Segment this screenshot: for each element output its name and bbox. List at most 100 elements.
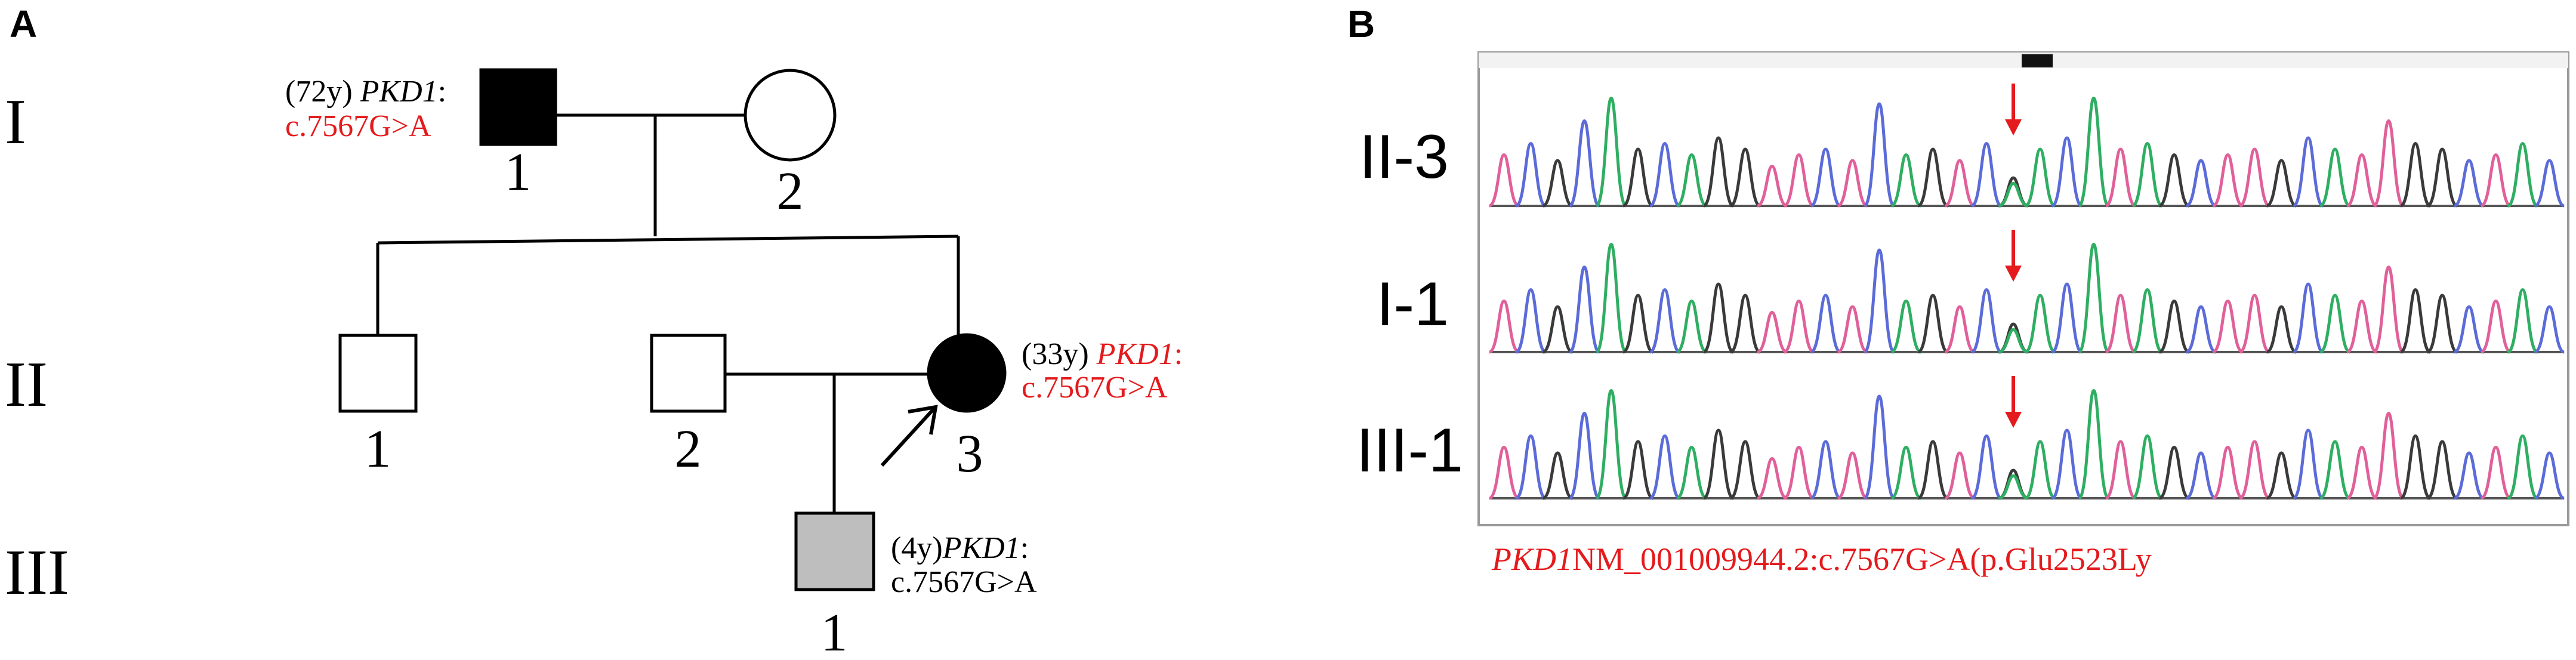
individual-II2-unaffected-male [650,334,727,413]
trace-peak [1702,282,1734,354]
trace-peak [2239,440,2270,500]
chromatogram-track-1 [1488,84,2565,208]
trace-peak [1917,147,1949,208]
individual-number-II3: 3 [957,424,983,483]
trace-peak [1917,440,1949,500]
trace-peak [2025,147,2056,208]
trace-peak [2426,294,2458,354]
individual-I1-affected-male [479,68,557,146]
trace-peak [2453,305,2485,354]
individual-number-II2: 2 [675,420,702,479]
age-I1: (72y) [285,75,353,109]
trace-peak [1649,141,1680,208]
gene-II3: PKD1 [1096,337,1174,371]
trace-peak [1863,102,1896,208]
trace-peak [2185,159,2217,208]
trace-peak [2426,147,2458,208]
track-label-II-3: II-3 [1359,122,1449,192]
trace-peak [2453,159,2485,208]
trace-peak [2185,451,2217,500]
chromatogram-tracks [1488,84,2565,500]
trace-peak [1729,440,1761,500]
trace-peak [1971,434,2003,500]
individual-number-I2: 2 [777,162,804,221]
trace-peak [1622,294,1654,354]
trace-peak [1542,305,1574,354]
trace-peak [2212,299,2244,354]
annotation-I1: (72y) PKD1: [285,75,446,109]
trace-peak [2131,141,2163,208]
trace-peak [1515,141,1547,208]
caption-gene: PKD1 [1491,541,1572,577]
trace-peak [2131,434,2163,500]
trace-peak [1783,153,1815,208]
trace-peak [1542,451,1574,500]
panel-b: B II-3 I-1 III-1 PKD1NM_001009944.2:c.75… [1347,2,2569,577]
trace-peak [2480,299,2512,354]
individual-II3-affected-female [927,333,1007,413]
age-III1: (4y) [891,531,943,565]
trace-peak [1649,434,1680,500]
trace-peak [2239,147,2270,208]
trace-peak [2266,451,2297,500]
trace-peak [1756,164,1788,208]
trace-peak [1971,288,2003,354]
trace-peak [2051,282,2083,354]
generation-label-II: II [5,349,48,420]
trace-peak [2158,299,2190,354]
trace-peak [1756,310,1788,354]
sequence-caption: PKD1NM_001009944.2:c.7567G>A(p.Glu2523Ly [1491,541,2152,577]
trace-peak-variant [1998,328,2029,354]
trace-peak [2025,440,2056,500]
annotation-II3: (33y) PKD1: [1022,337,1183,371]
trace-peak [2266,305,2297,354]
trace-peak [1863,394,1896,500]
trace-peak [2480,153,2512,208]
trace-peak [1890,299,1922,354]
individual-number-II1: 1 [365,420,391,479]
variant-arrow-icon [2005,230,2022,282]
trace-peak [1649,288,1680,354]
variant-arrow-icon [2005,84,2022,135]
trace-peak [1702,136,1734,208]
variant-I1: c.7567G>A [285,109,431,143]
trace-peak [2319,294,2351,354]
sibship-line-gen-II [377,235,959,245]
trace-peak [1944,451,1976,500]
panel-a: A I II III 1 (72y) PKD1: c.7567G>A 2 1 2 [5,2,1183,660]
trace-peak [1622,147,1654,208]
caption-variant: NM_001009944.2:c.7567G>A(p.Glu2523Ly [1572,541,2152,577]
colon-II3: : [1174,337,1183,371]
trace-peak [2025,294,2056,354]
trace-peak [2534,159,2565,208]
trace-peak [1890,445,1922,500]
trace-peak [1863,248,1896,354]
trace-peak [1944,305,1976,354]
trace-peak [2051,428,2083,500]
trace-peak [2319,440,2351,500]
pedigree-lines [376,113,960,513]
trace-peak [1676,153,1707,208]
trace-peak [1488,299,1520,354]
trace-peak [1729,294,1761,354]
variant-arrow-icon [2005,376,2022,428]
trace-peak [1971,141,2003,208]
trace-peak [2346,299,2377,354]
trace-peak [1569,119,1600,208]
chromatogram-track-3 [1488,376,2565,500]
trace-peak [1569,411,1600,500]
trace-peak-variant [1998,474,2029,500]
trace-peak [2293,282,2324,354]
gene-I1: PKD1 [360,75,438,109]
trace-peak [2239,294,2270,354]
trace-peak [2534,305,2565,354]
trace-peak [1594,388,1628,500]
trace-peak [1783,299,1815,354]
trace-peak [2373,411,2405,500]
trace-peak [2158,445,2190,500]
trace-peak [2293,136,2324,208]
trace-peak [1594,96,1628,208]
trace-peak [2507,434,2538,500]
trace-peak [2507,141,2538,208]
